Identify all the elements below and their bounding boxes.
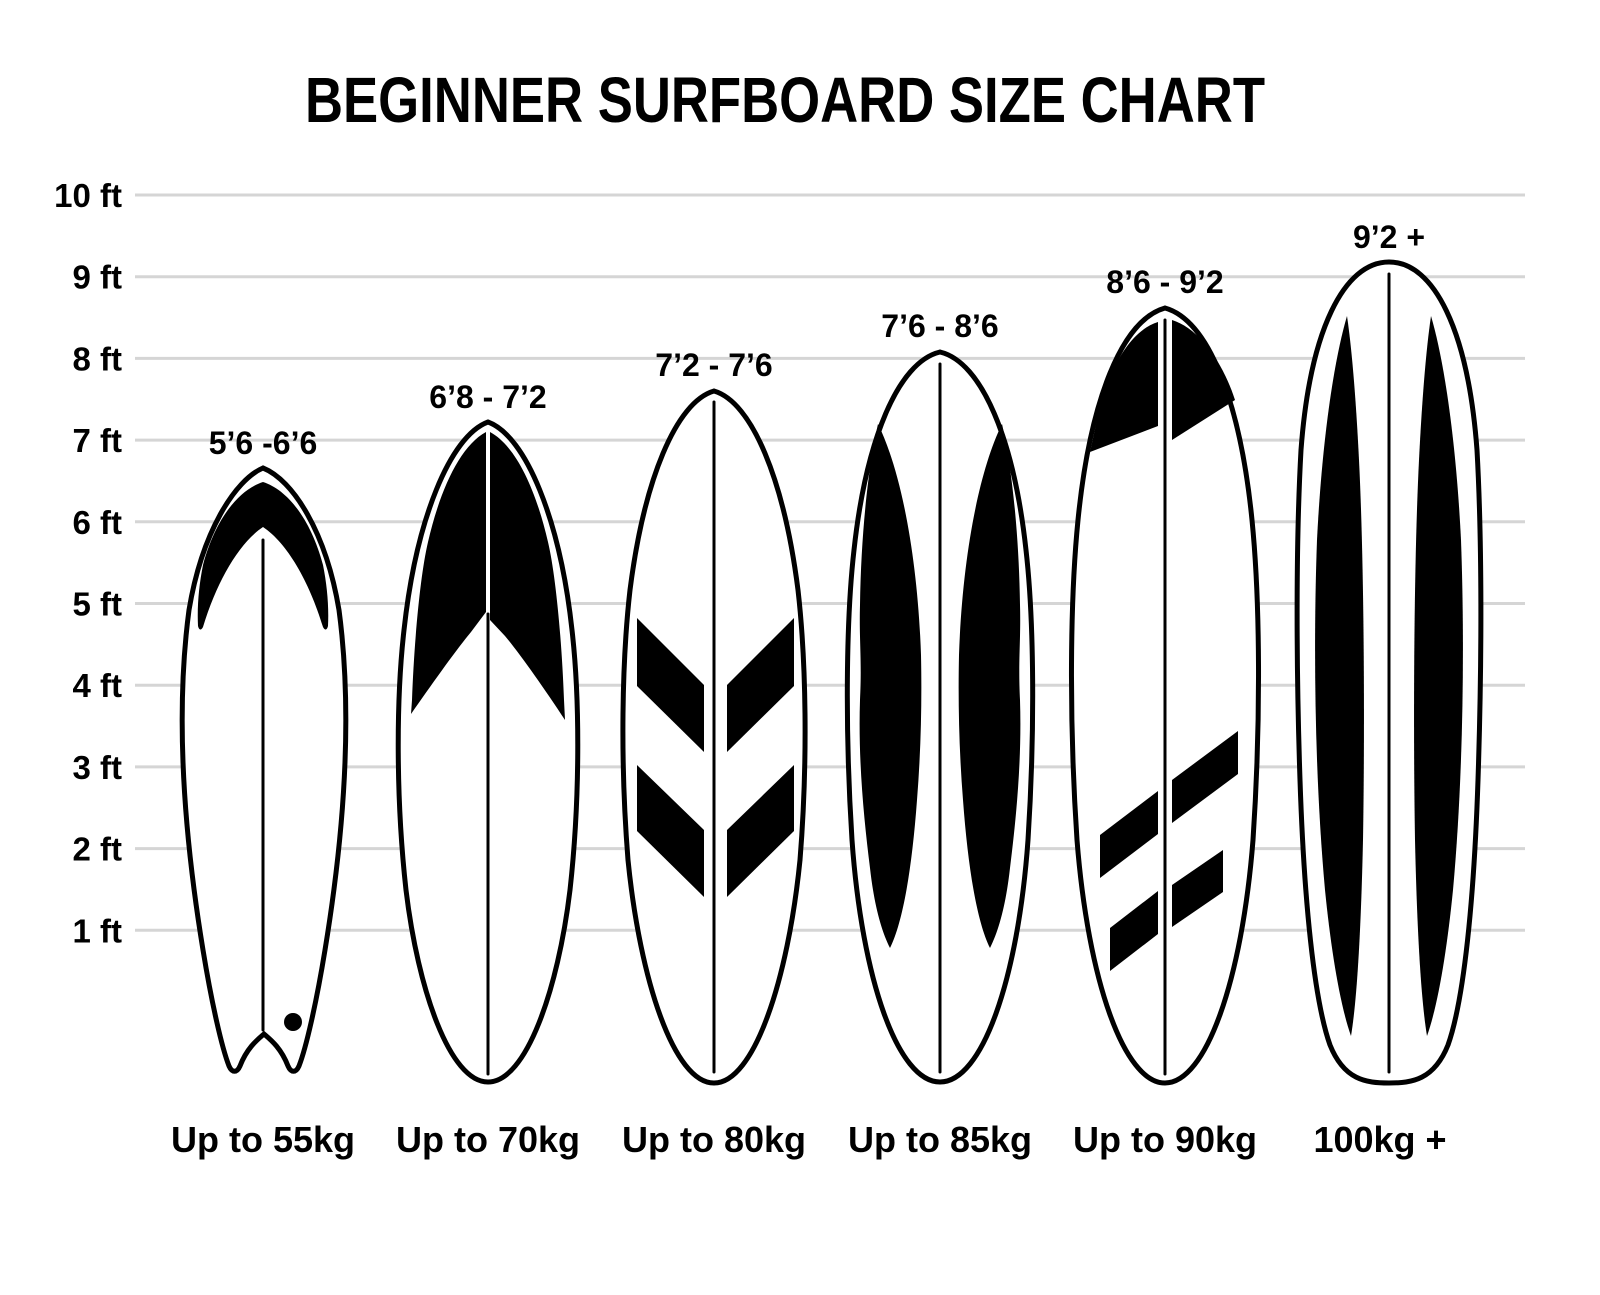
board-3-chevron-row2-right (727, 765, 794, 897)
axis-tick-label: 4 ft (73, 667, 123, 704)
board-6-size-label: 9’2 + (1353, 219, 1425, 255)
surfboard-3: 7’2 - 7’6 Up to 80kg (620, 347, 808, 1160)
board-3-size-label: 7’2 - 7’6 (655, 347, 772, 383)
board-4-weight-label: Up to 85kg (848, 1119, 1032, 1160)
board-2-arrow-art-right (490, 432, 565, 720)
axis-tick-label: 10 ft (54, 177, 122, 214)
board-5-band1-left (1100, 791, 1158, 878)
axis-tick-label: 6 ft (73, 504, 123, 541)
board-2-arrow-art-left (411, 432, 486, 714)
axis-tick-label: 8 ft (73, 340, 123, 377)
board-5-nose-patch-right (1172, 320, 1235, 440)
surfboard-6: 9’2 + 100kg + (1294, 219, 1484, 1160)
board-5-band1-right (1172, 731, 1238, 823)
board-3-chevron-row2-left (637, 765, 704, 897)
board-6-weight-label: 100kg + (1313, 1119, 1446, 1160)
gridlines (135, 193, 1525, 932)
board-1-size-label: 5’6 -6’6 (209, 425, 318, 461)
surfboard-4: 7’6 - 8’6 Up to 85kg (844, 308, 1036, 1160)
board-3-chevron-row1-right (727, 618, 794, 752)
board-4-crescent-right (958, 424, 1021, 948)
axis-tick-label: 3 ft (73, 749, 123, 786)
board-6-rail-stripe-right (1414, 316, 1463, 1036)
surfboard-1: 5’6 -6’6 Up to 55kg (171, 425, 355, 1160)
board-1-leash-plug-dot (284, 1013, 302, 1031)
board-5-weight-label: Up to 90kg (1073, 1119, 1257, 1160)
axis-labels: 10 ft 9 ft 8 ft 7 ft 6 ft 5 ft 4 ft 3 ft 2 ft 1 f… (54, 177, 122, 949)
axis-tick-label: 1 ft (73, 912, 123, 949)
surfboard-2: 6’8 - 7’2 Up to 70kg (395, 379, 581, 1160)
board-6-rail-stripe-left (1315, 316, 1364, 1036)
board-4-size-label: 7’6 - 8’6 (881, 308, 998, 344)
board-2-size-label: 6’8 - 7’2 (429, 379, 546, 415)
board-5-size-label: 8’6 - 9’2 (1106, 264, 1223, 300)
board-5-band2-right (1172, 850, 1223, 927)
board-1-weight-label: Up to 55kg (171, 1119, 355, 1160)
board-5-band2-left (1110, 891, 1158, 971)
chart-title: BEGINNER SURFBOARD SIZE CHART (305, 64, 1265, 136)
axis-tick-label: 7 ft (73, 422, 123, 459)
board-2-weight-label: Up to 70kg (396, 1119, 580, 1160)
board-5-nose-patch-left (1090, 322, 1158, 452)
board-1-nose-arch-art (197, 482, 329, 630)
board-3-chevron-row1-left (637, 618, 704, 752)
axis-tick-label: 5 ft (73, 586, 123, 623)
axis-tick-label: 9 ft (73, 259, 123, 296)
board-3-weight-label: Up to 80kg (622, 1119, 806, 1160)
surfboard-5: 8’6 - 9’2 Up to 90kg (1068, 264, 1262, 1160)
board-4-crescent-left (859, 424, 922, 948)
axis-tick-label: 2 ft (73, 831, 123, 868)
